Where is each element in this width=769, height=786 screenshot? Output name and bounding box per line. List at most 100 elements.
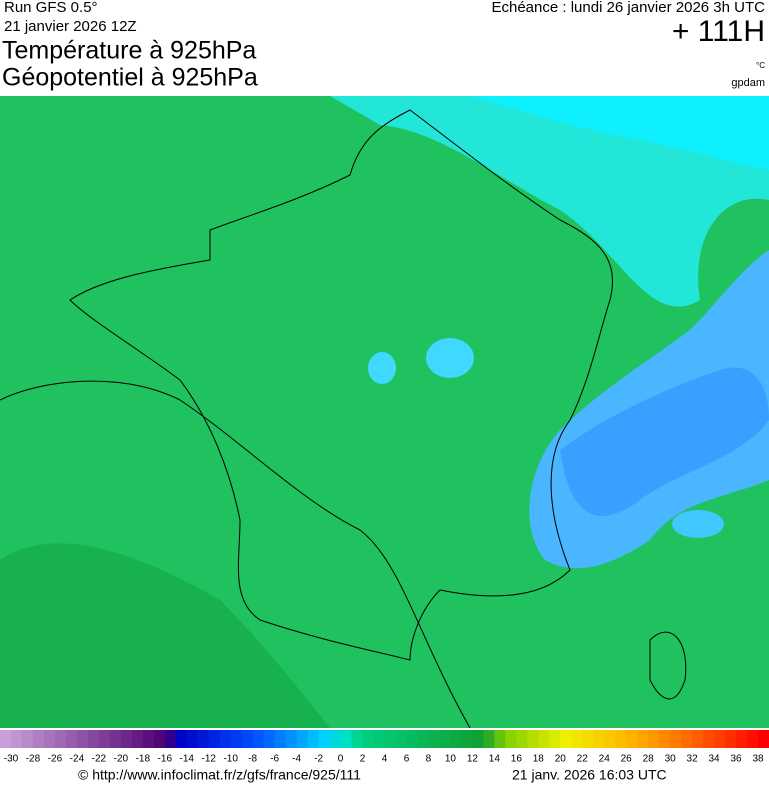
scale-swatch: [505, 730, 517, 748]
corsica: [649, 631, 687, 700]
color-scale: -30 -28 -26 -24 -22 -20 -18 -16 -14 -12 -10 -8 -6 -4-…: [0, 730, 769, 765]
isohypse: [0, 380, 471, 729]
scale-swatch: [219, 730, 232, 748]
scale-label: 10: [445, 754, 457, 765]
scale-label: 8: [426, 754, 432, 765]
scale-swatch: [230, 730, 243, 748]
cold-zone: [330, 96, 769, 307]
scale-swatch: [307, 730, 320, 748]
scale-swatch: [186, 730, 199, 748]
scale-swatch: [692, 730, 704, 748]
scale-swatch: [10, 730, 23, 748]
scale-swatch: [120, 730, 133, 748]
scale-swatch: [703, 730, 715, 748]
scale-label: 36: [730, 754, 742, 765]
scale-swatch: [406, 730, 418, 748]
scale-swatch: [560, 730, 572, 748]
scale-swatch: [373, 730, 385, 748]
scale-label: -12: [202, 754, 217, 765]
generated-time: 21 janv. 2026 16:03 UTC: [512, 767, 667, 783]
scale-swatch: [43, 730, 56, 748]
scale-swatch: [472, 730, 484, 748]
scale-swatch: [340, 730, 353, 748]
scale-swatch: [318, 730, 331, 748]
scale-swatch: [351, 730, 364, 748]
scale-swatch: [439, 730, 451, 748]
scale-label: 2: [360, 754, 366, 765]
map: [0, 96, 769, 729]
run-date: 21 janvier 2026 12Z: [4, 18, 137, 35]
scale-swatch: [736, 730, 748, 748]
scale-label: 0: [338, 754, 344, 765]
scale-label: 30: [665, 754, 677, 765]
scale-label: -28: [26, 754, 41, 765]
scale-label: 34: [709, 754, 721, 765]
scale-swatch: [142, 730, 155, 748]
scale-label: -10: [223, 754, 238, 765]
scale-label: -2: [314, 754, 323, 765]
scale-swatch: [76, 730, 89, 748]
scale-label: -8: [248, 754, 257, 765]
scale-swatch: [483, 730, 495, 748]
scale-label: -22: [92, 754, 107, 765]
title: Température à 925hPa: [2, 37, 256, 65]
scale-swatch: [450, 730, 462, 748]
scale-swatch: [54, 730, 67, 748]
scale-swatch: [175, 730, 188, 748]
cold-pocket: [672, 510, 724, 538]
scale-label: -14: [180, 754, 195, 765]
scale-swatch: [87, 730, 100, 748]
scale-swatch: [659, 730, 671, 748]
scale-label: 26: [621, 754, 633, 765]
scale-label: 16: [511, 754, 523, 765]
scale-label: 28: [643, 754, 655, 765]
scale-swatch: [461, 730, 473, 748]
scale-swatch: [758, 730, 769, 748]
cold-pocket: [368, 352, 396, 384]
scale-swatch: [417, 730, 429, 748]
scale-swatch: [395, 730, 407, 748]
scale-label: 32: [687, 754, 699, 765]
scale-swatch: [252, 730, 265, 748]
scale-swatch: [725, 730, 737, 748]
scale-swatch: [164, 730, 177, 748]
scale-swatch: [274, 730, 287, 748]
scale-swatch: [32, 730, 45, 748]
scale-swatch: [263, 730, 276, 748]
scale-swatch: [747, 730, 759, 748]
scale-swatch: [208, 730, 221, 748]
scale-label: -6: [270, 754, 279, 765]
scale-swatch: [538, 730, 550, 748]
scale-label: 24: [599, 754, 611, 765]
scale-swatch: [626, 730, 638, 748]
scale-label: -16: [158, 754, 173, 765]
subtitle: Géopotentiel à 925hPa: [2, 64, 258, 92]
scale-swatch: [428, 730, 440, 748]
scale-swatch: [131, 730, 144, 748]
scale-swatch: [637, 730, 649, 748]
scale-swatch: [285, 730, 298, 748]
scale-swatch: [714, 730, 726, 748]
scale-swatch: [65, 730, 78, 748]
scale-swatch: [98, 730, 111, 748]
unit-temp: °C: [756, 61, 765, 70]
scale-label: 20: [555, 754, 567, 765]
scale-label: 14: [489, 754, 501, 765]
scale-label: 22: [577, 754, 589, 765]
scale-swatch: [384, 730, 396, 748]
alps-colder: [560, 367, 769, 516]
scale-swatch: [241, 730, 254, 748]
scale-swatch: [593, 730, 605, 748]
scale-swatch: [362, 730, 375, 748]
scale-label: 6: [404, 754, 410, 765]
scale-label: -18: [136, 754, 151, 765]
scale-label: -26: [48, 754, 63, 765]
scale-swatch: [582, 730, 594, 748]
scale-swatch: [604, 730, 616, 748]
scale-swatch: [549, 730, 561, 748]
scale-swatch: [681, 730, 693, 748]
lead-time: + 111H: [672, 15, 765, 48]
scale-swatch: [0, 730, 12, 748]
unit-geo: gpdam: [731, 77, 765, 89]
cold-core: [470, 96, 769, 170]
